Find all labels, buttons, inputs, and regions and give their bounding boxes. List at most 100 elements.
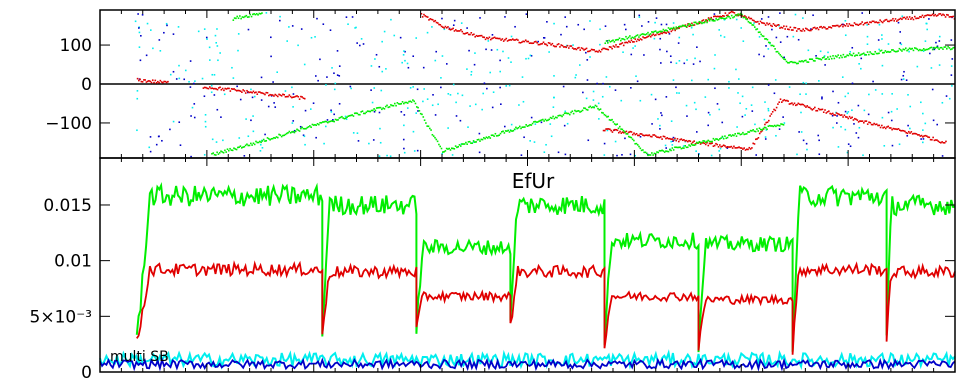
scatter-point <box>560 33 562 36</box>
scatter-point <box>654 98 657 101</box>
scatter-point <box>937 140 940 142</box>
scatter-point <box>846 112 849 115</box>
scatter-point <box>291 131 293 133</box>
scatter-point <box>443 27 445 29</box>
scatter-point <box>805 106 807 108</box>
scatter-point <box>213 94 216 96</box>
scatter-point <box>686 140 689 143</box>
scatter-point <box>802 28 804 30</box>
scatter-point <box>492 91 495 94</box>
scatter-point <box>710 140 712 143</box>
scatter-point <box>801 103 803 106</box>
scatter-point <box>440 86 442 89</box>
scatter-point <box>551 117 553 120</box>
scatter-point <box>761 129 764 132</box>
top-y-tick-label: −100 <box>45 114 92 134</box>
scatter-point <box>837 54 839 56</box>
scatter-point <box>887 20 889 23</box>
scatter-point <box>907 48 910 51</box>
scatter-point <box>802 81 805 84</box>
scatter-point <box>840 23 843 26</box>
scatter-point <box>481 138 484 141</box>
scatter-point <box>858 63 860 65</box>
scatter-point <box>803 59 806 62</box>
scatter-point <box>824 58 827 60</box>
scatter-point <box>720 15 723 18</box>
scatter-point <box>509 129 512 132</box>
scatter-point <box>657 136 660 139</box>
scatter-point <box>906 16 908 18</box>
scatter-point <box>619 130 621 133</box>
scatter-point <box>742 148 744 150</box>
scatter-point <box>940 14 943 17</box>
scatter-point <box>672 79 675 81</box>
scatter-point <box>629 153 632 156</box>
scatter-point <box>763 55 765 58</box>
scatter-point <box>919 15 921 18</box>
scatter-point <box>735 135 738 137</box>
scatter-point <box>519 41 522 44</box>
scatter-point <box>461 143 463 145</box>
scatter-point <box>893 20 896 22</box>
scatter-point <box>830 113 833 115</box>
scatter-point <box>479 140 481 142</box>
scatter-point <box>745 148 748 151</box>
scatter-point <box>914 132 916 135</box>
scatter-point <box>301 126 303 129</box>
scatter-point <box>770 44 773 47</box>
scatter-point <box>940 46 943 49</box>
scatter-point <box>901 129 904 132</box>
scatter-point <box>694 21 697 24</box>
scatter-point <box>516 127 518 130</box>
scatter-point <box>816 57 819 60</box>
scatter-point <box>774 79 777 81</box>
scatter-point <box>860 120 863 122</box>
scatter-point <box>407 66 410 69</box>
scatter-point <box>915 133 918 135</box>
scatter-point <box>748 131 751 133</box>
scatter-point <box>136 129 138 132</box>
scatter-point <box>379 141 382 144</box>
scatter-point <box>460 28 462 31</box>
scatter-point <box>649 135 652 138</box>
scatter-point <box>598 109 601 111</box>
scatter-point <box>432 94 434 96</box>
scatter-point <box>811 28 813 31</box>
scatter-point <box>417 110 419 112</box>
bottom-y-tick-label: 5×10⁻³ <box>30 307 92 327</box>
scatter-point <box>647 134 649 137</box>
scatter-point <box>770 125 772 127</box>
scatter-point <box>634 35 636 38</box>
scatter-point <box>564 16 567 18</box>
scatter-point <box>402 138 405 141</box>
scatter-point <box>682 145 685 147</box>
scatter-point <box>672 149 675 151</box>
scatter-point <box>536 121 539 123</box>
scatter-point <box>825 58 828 60</box>
scatter-point <box>401 101 404 103</box>
scatter-point <box>559 46 561 48</box>
scatter-point <box>851 109 853 112</box>
scatter-point <box>902 48 905 51</box>
scatter-point <box>855 118 857 121</box>
scatter-point <box>449 149 452 151</box>
scatter-point <box>435 21 438 24</box>
scatter-point <box>761 35 764 37</box>
scatter-point <box>722 144 725 147</box>
scatter-point <box>585 97 588 100</box>
scatter-point <box>288 26 290 28</box>
scatter-point <box>765 45 767 47</box>
scatter-point <box>640 149 643 152</box>
scatter-point <box>580 47 583 49</box>
scatter-point <box>237 17 240 20</box>
scatter-point <box>409 100 412 103</box>
scatter-point <box>484 38 487 41</box>
scatter-point <box>865 54 868 56</box>
scatter-point <box>372 109 374 112</box>
scatter-point <box>677 25 680 28</box>
scatter-point <box>529 124 531 126</box>
scatter-point <box>474 141 476 143</box>
scatter-point <box>583 28 585 31</box>
scatter-point <box>719 147 722 150</box>
scatter-point <box>291 25 294 27</box>
